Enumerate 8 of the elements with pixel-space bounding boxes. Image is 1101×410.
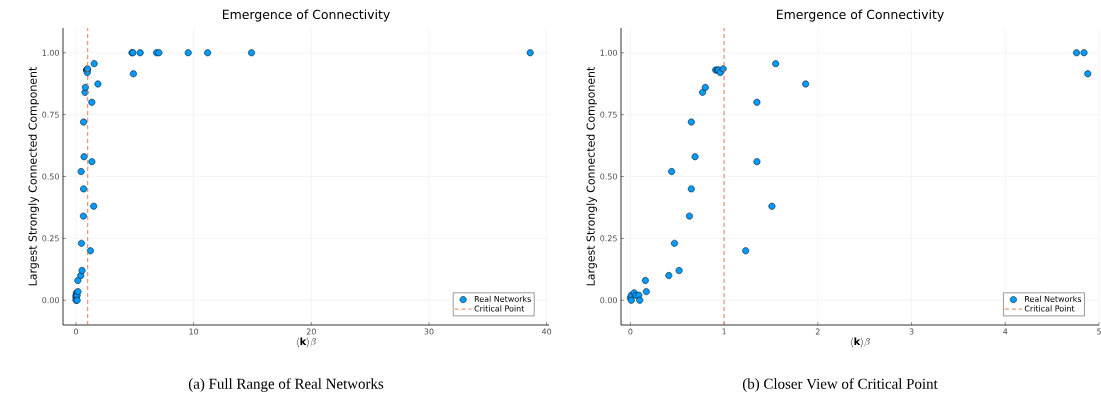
y-axis-title: Largest Strongly Connected Component xyxy=(28,66,39,286)
x-axis-title: $\langle \mathbf{k}\rangle\beta$ xyxy=(850,337,870,348)
x-axis-title: $\langle \mathbf{k}\rangle\beta$ xyxy=(296,337,316,348)
chart-title: Emergence of Connectivity xyxy=(776,9,944,22)
y-axis-title: Largest Strongly Connected Component xyxy=(586,66,597,286)
chart-title: Emergence of Connectivity xyxy=(222,9,390,22)
text: (a) Full Range of Real Networks xyxy=(188,378,384,392)
text: (b) Closer View of Critical Point xyxy=(742,378,938,392)
